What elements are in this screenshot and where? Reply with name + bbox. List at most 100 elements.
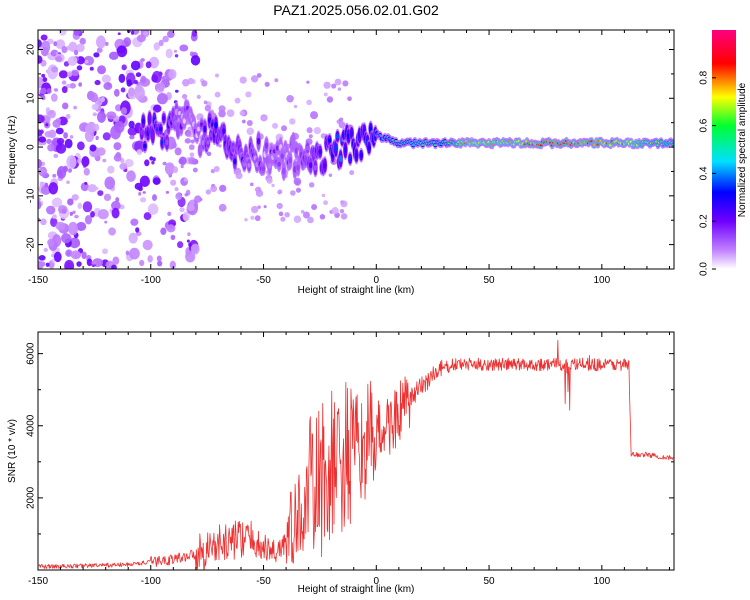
spectrogram-noise-blob [165,48,173,59]
spectrogram-y-label: Frequency (Hz) [7,116,18,185]
spectrogram-noise-blob [97,190,104,196]
spectrogram-noise-blob [137,186,143,192]
spectrogram-noise-blob [74,240,81,247]
spectrogram-noise-blob [290,190,296,196]
colorbar-tick-label: 0.0 [699,262,710,276]
spectrogram-noise-blob [331,83,337,89]
spectrogram-noise-blob [257,205,261,209]
spectrogram-noise-blob [289,118,296,125]
spectrogram-noise-blob [184,129,192,137]
spectrogram-noise-blob [152,157,156,162]
spectrogram-noise-blob [246,120,253,126]
spectrogram-noise-blob [293,177,302,186]
spectrogram-noise-blob [126,30,131,34]
figure-title: PAZ1.2025.056.02.01.G02 [273,2,439,18]
spectrogram-noise-blob [158,39,164,47]
spectrogram-ridge-core [233,158,237,165]
spectrogram-noise-blob [164,162,175,175]
spectrogram-noise-blob [147,255,153,263]
spectrogram-ridge-core [296,164,300,171]
spectrogram-noise-blob [93,52,100,58]
spectrogram-noise-blob [160,227,167,235]
spectrogram-noise-blob [73,49,79,56]
spectrogram-noise-blob [63,132,68,139]
spectrogram-noise-blob [349,170,355,176]
spectrogram-noise-blob [44,131,53,138]
spectrogram-noise-blob [170,179,177,186]
spectrogram-noise-blob [133,79,139,85]
spectrogram-noise-blob [38,88,41,95]
spectrogram-noise-blob [235,172,243,180]
spectrogram-noise-blob [181,94,188,100]
spectrogram-noise-blob [82,201,93,213]
spectrogram-noise-blob [190,243,200,255]
spectrogram-noise-blob [91,260,97,265]
spectrogram-noise-blob [174,186,179,192]
spectrogram-noise-blob [84,59,89,64]
spectrogram-noise-blob [166,224,176,233]
spectrogram-noise-blob [323,81,331,89]
spectrogram-noise-blob [234,97,241,104]
spectrogram-noise-blob [56,137,65,145]
spectrogram-noise-blob [135,72,142,78]
spectrogram-ridge-core [256,137,261,145]
spectrogram-noise-blob [241,119,246,124]
spectrogram-ridge-core [151,131,155,139]
spectrogram-ridge-core [323,162,327,169]
spectrogram-ridge-core [318,149,322,155]
spectrogram-ridge-core [369,126,373,132]
spectrogram-noise-blob [117,32,121,36]
spectrogram-noise-blob [40,218,47,226]
spectrogram-noise-blob [63,61,70,67]
spectrogram-noise-blob [40,261,46,267]
spectrogram-ridge-core [141,118,145,124]
spectrogram-ridge-core [162,116,166,121]
spectrogram-noise-blob [39,129,44,135]
spectrogram-ridge-core [214,121,218,129]
spectrogram-ridge-core [367,145,371,151]
spectrogram-noise-blob [77,202,83,210]
spectrogram-noise-blob [266,177,273,184]
spectrogram-ridge-core [198,148,202,153]
spectrogram-ridge-core [277,161,281,167]
spectrogram-noise-blob [89,66,94,71]
spectrogram-ridge-core [288,157,292,164]
spectrogram-noise-blob [118,73,126,84]
spectrogram-noise-blob [302,211,310,219]
spectrogram-noise-blob [120,87,126,93]
spectrogram-noise-blob [86,258,93,267]
spectrogram-noise-blob [42,77,48,83]
spectrogram-noise-blob [71,69,80,77]
spectrogram-noise-blob [114,120,125,134]
snr-panel: -150 -100 -50 0 50 100 2000 4000 6000 Height of … [7,331,675,595]
snr-y-label: SNR (10 * v/v) [7,419,18,483]
spectrogram-noise-blob [278,211,284,217]
spectrogram-noise-blob [213,165,220,173]
spectrogram-noise-blob [67,198,74,206]
spectrogram-noise-blob [128,247,140,260]
spectrogram-noise-blob [255,189,264,198]
spectrogram-ridge-core [339,155,343,163]
spectrogram-noise-blob [54,55,63,62]
spectrogram-noise-blob [307,216,314,224]
spectrogram-marks [38,30,674,269]
spectrogram-noise-blob [153,104,162,113]
spectrogram-ridge-core [264,142,269,149]
spectrogram-noise-blob [300,210,305,214]
spectrogram-noise-blob [313,126,321,135]
colorbar-label: Normalized spectral amplitude [737,82,748,217]
spectrogram-noise-blob [306,80,310,84]
spectrogram-noise-blob [93,123,100,132]
snr-x-tick-label: 50 [484,576,496,587]
snr-x-tick-label: 0 [374,576,380,587]
spectrogram-noise-blob [58,70,68,79]
spectrogram-noise-blob [74,214,79,219]
spectrogram-noise-blob [152,177,161,185]
spectrogram-noise-blob [187,204,195,212]
spectrogram-noise-blob [111,264,117,269]
spectrogram-noise-blob [218,105,226,113]
spectrogram-noise-blob [326,96,334,103]
spectrogram-noise-blob [70,250,82,260]
spectrogram-noise-blob [188,156,196,165]
